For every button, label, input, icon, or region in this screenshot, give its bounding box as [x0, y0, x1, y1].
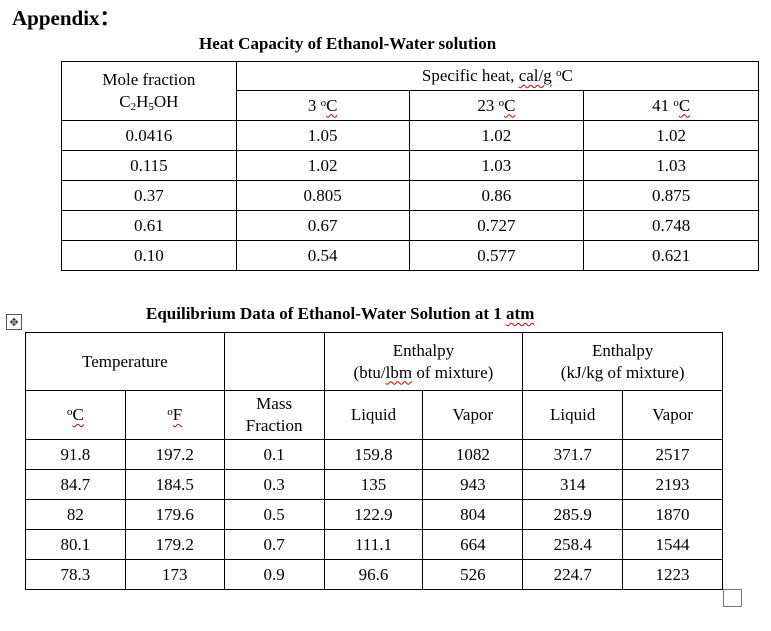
- table-cell: 82: [25, 499, 126, 530]
- table-cell: 197.2: [124, 439, 225, 470]
- table-cell: 1.02: [408, 120, 585, 151]
- heat-capacity-table: Mole fraction C2H5OH Specific heat, cal/…: [61, 61, 760, 271]
- table-cell: 173: [124, 559, 225, 590]
- table-cell: 0.577: [408, 240, 585, 271]
- table-row: 91.8 197.2 0.1 159.8 1082 371.7 2517: [25, 439, 723, 470]
- move-icon[interactable]: ✥: [6, 314, 22, 330]
- table-cell: 0.5: [223, 499, 325, 530]
- blank-header-cell: [223, 332, 325, 391]
- equilibrium-title: Equilibrium Data of Ethanol-Water Soluti…: [146, 304, 535, 323]
- table-cell: 2517: [622, 439, 723, 470]
- table-cell: 0.748: [583, 210, 759, 241]
- table-cell: 371.7: [522, 439, 624, 470]
- table-cell: 0.0416: [61, 120, 237, 151]
- equilibrium-table: Temperature Enthalpy (btu/lbm of mixture…: [25, 332, 723, 590]
- table-cell: 78.3: [25, 559, 126, 590]
- table-cell: 84.7: [25, 469, 126, 500]
- table-cell: 526: [422, 559, 524, 590]
- table-cell: 1870: [622, 499, 723, 530]
- table-cell: 80.1: [25, 529, 126, 560]
- table-row: 0.61 0.67 0.727 0.748: [61, 210, 759, 241]
- ethanol-formula: C2H5OH: [119, 92, 179, 113]
- liquid-kj-header: Liquid: [522, 390, 624, 440]
- temperature-header: Temperature: [25, 332, 225, 391]
- resize-handle[interactable]: [723, 589, 742, 607]
- table-cell: 0.54: [235, 240, 410, 271]
- table-cell: 0.875: [583, 180, 759, 211]
- table-cell: 285.9: [522, 499, 624, 530]
- table-cell: 0.9: [223, 559, 325, 590]
- table-cell: 943: [422, 469, 524, 500]
- table-cell: 0.727: [408, 210, 585, 241]
- enthalpy-kj-header: Enthalpy (kJ/kg of mixture): [522, 332, 723, 391]
- table-row: 78.3 173 0.9 96.6 526 224.7 1223: [25, 559, 723, 590]
- table-cell: 258.4: [522, 529, 624, 560]
- vapor-btu-header: Vapor: [422, 390, 524, 440]
- table-row: 82 179.6 0.5 122.9 804 285.9 1870: [25, 499, 723, 530]
- table-row: 0.10 0.54 0.577 0.621: [61, 240, 759, 271]
- temp-header-0: 3 oC: [235, 90, 410, 121]
- table-cell: 314: [522, 469, 624, 500]
- table-cell: 0.61: [61, 210, 237, 241]
- table-cell: 135: [323, 469, 424, 500]
- mole-fraction-header: Mole fraction C2H5OH: [61, 61, 237, 121]
- table-cell: 159.8: [323, 439, 424, 470]
- table-cell: 0.621: [583, 240, 759, 271]
- table-cell: 1.02: [235, 150, 410, 181]
- enthalpy-btu-header: Enthalpy (btu/lbm of mixture): [323, 332, 524, 391]
- table-cell: 96.6: [323, 559, 424, 590]
- table-cell: 184.5: [124, 469, 225, 500]
- table-cell: 91.8: [25, 439, 126, 470]
- table-cell: 111.1: [323, 529, 424, 560]
- table-cell: 1.03: [583, 150, 759, 181]
- table-cell: 0.1: [223, 439, 325, 470]
- table-cell: 1544: [622, 529, 723, 560]
- table-cell: 0.3: [223, 469, 325, 500]
- table-cell: 804: [422, 499, 524, 530]
- table-row: 84.7 184.5 0.3 135 943 314 2193: [25, 469, 723, 500]
- table-cell: 0.805: [235, 180, 410, 211]
- table-cell: 0.10: [61, 240, 237, 271]
- mole-fraction-label: Mole fraction: [102, 70, 196, 89]
- heat-capacity-title: Heat Capacity of Ethanol-Water solution: [199, 34, 497, 53]
- specific-heat-header: Specific heat, cal/g oC: [235, 61, 760, 91]
- appendix-heading: Appendix：: [12, 6, 121, 30]
- table-cell: 179.2: [124, 529, 225, 560]
- table-cell: 2193: [622, 469, 723, 500]
- table-cell: 0.67: [235, 210, 410, 241]
- table-row: 80.1 179.2 0.7 111.1 664 258.4 1544: [25, 529, 723, 560]
- mass-fraction-header: Mass Fraction: [223, 390, 325, 440]
- celsius-header: oC: [25, 390, 126, 440]
- table-cell: 1.02: [583, 120, 759, 151]
- table-cell: 0.7: [223, 529, 325, 560]
- temp-header-1: 23 oC: [408, 90, 585, 121]
- vapor-kj-header: Vapor: [622, 390, 723, 440]
- table-cell: 0.115: [61, 150, 237, 181]
- table-row: 0.37 0.805 0.86 0.875: [61, 180, 759, 211]
- table-cell: 224.7: [522, 559, 624, 590]
- liquid-btu-header: Liquid: [323, 390, 424, 440]
- table-cell: 664: [422, 529, 524, 560]
- table-cell: 0.37: [61, 180, 237, 211]
- table-row: 0.115 1.02 1.03 1.03: [61, 150, 759, 181]
- table-cell: 0.86: [408, 180, 585, 211]
- table-cell: 1.03: [408, 150, 585, 181]
- fahrenheit-header: oF: [124, 390, 225, 440]
- table-cell: 1082: [422, 439, 524, 470]
- temp-header-2: 41 oC: [583, 90, 759, 121]
- table-row: 0.0416 1.05 1.02 1.02: [61, 120, 759, 151]
- table-cell: 179.6: [124, 499, 225, 530]
- table-cell: 1223: [622, 559, 723, 590]
- table-cell: 1.05: [235, 120, 410, 151]
- table-cell: 122.9: [323, 499, 424, 530]
